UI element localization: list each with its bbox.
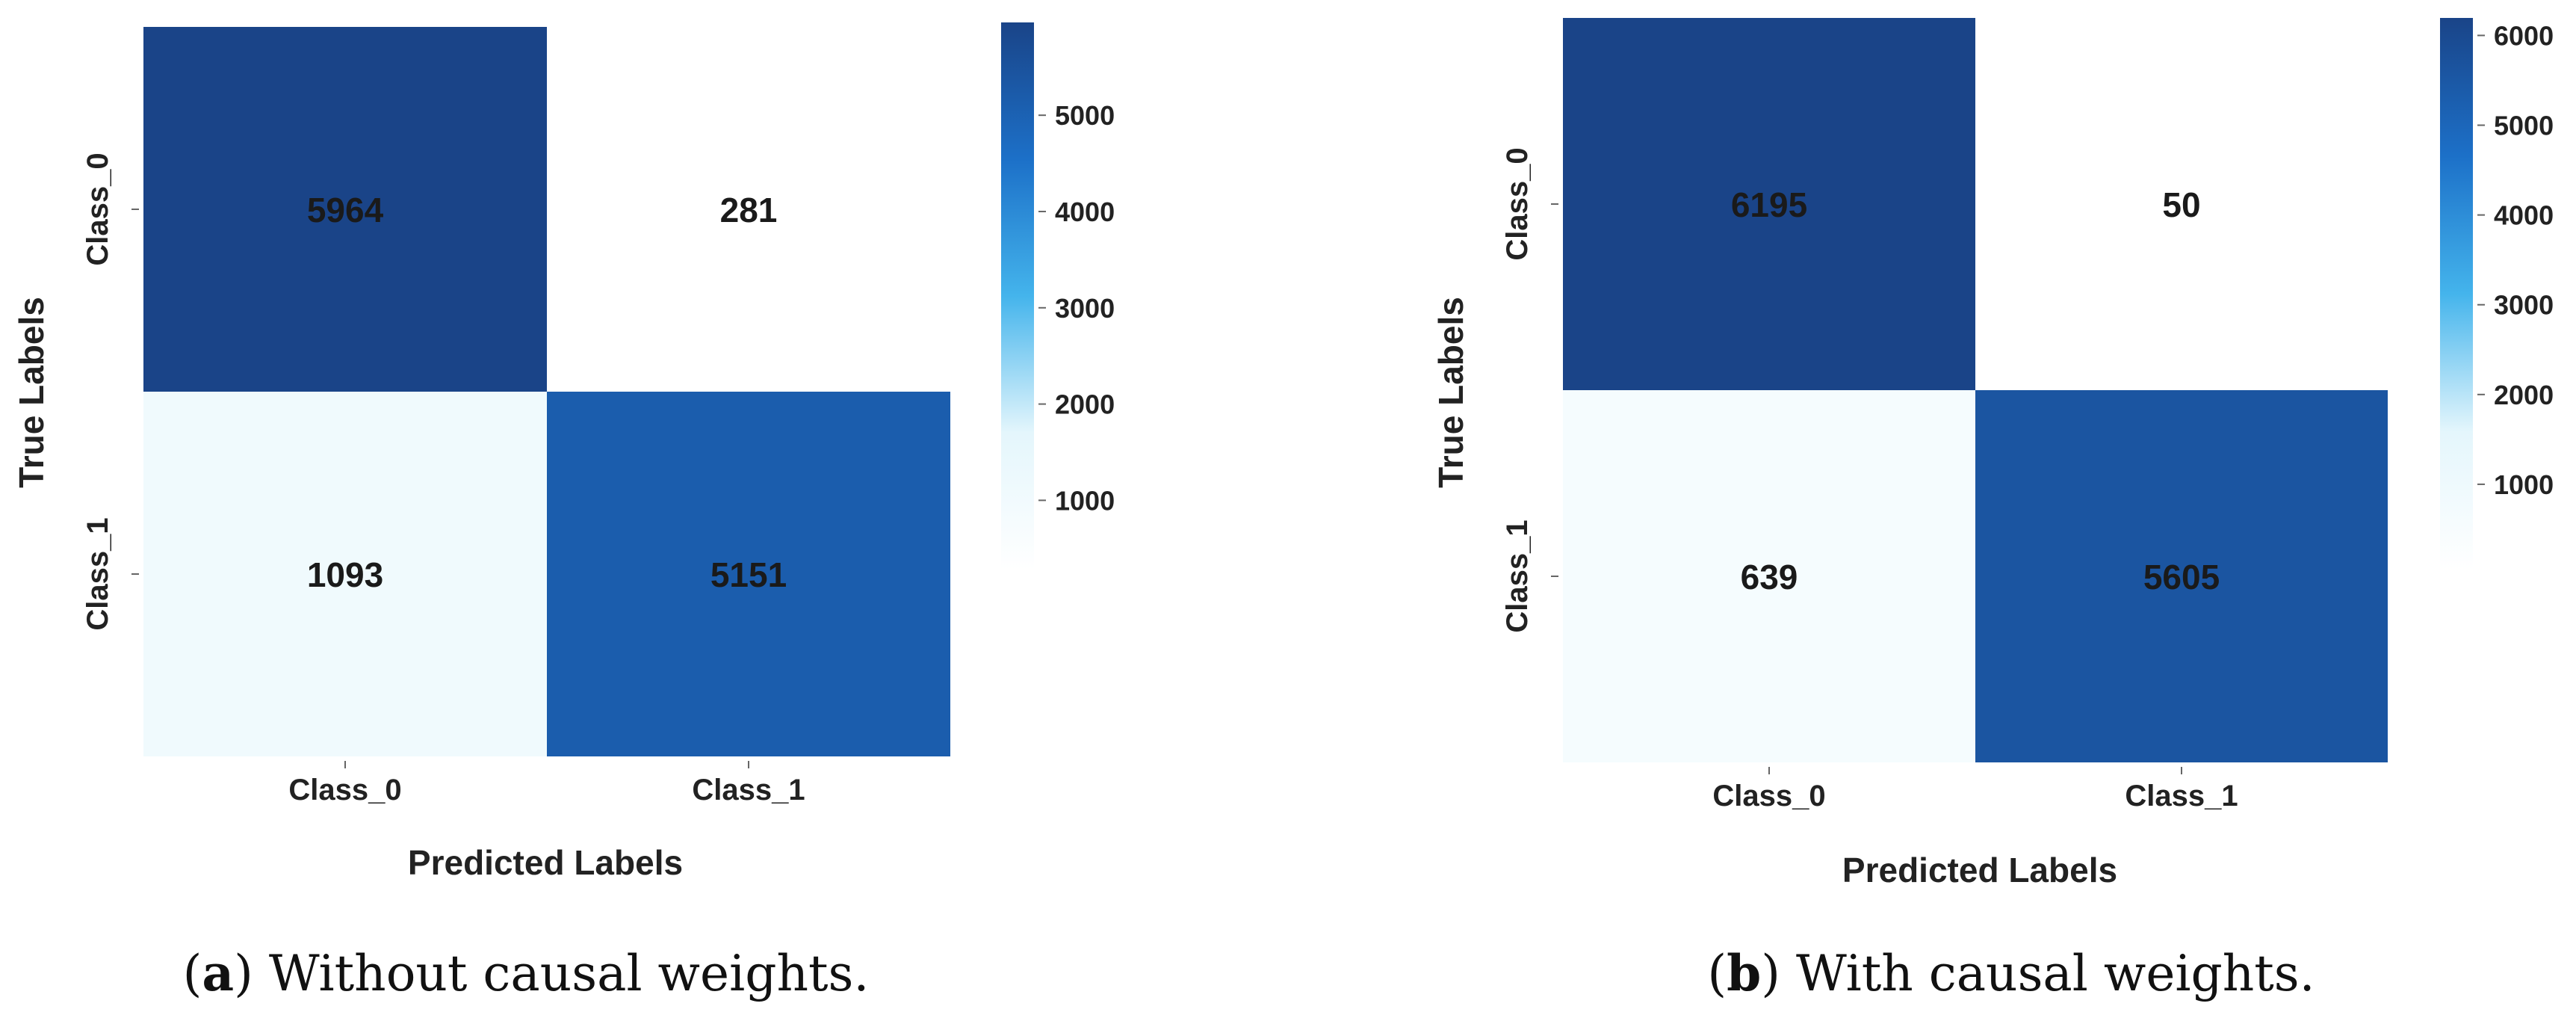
x-axis-label: Predicted Labels — [1842, 851, 2117, 889]
cell-annotations: 5964 281 1093 5151 — [307, 191, 787, 594]
caption-text: With causal weights. — [1796, 945, 2315, 1002]
colorbar-tick-label: 5000 — [1055, 100, 1115, 131]
y-axis-ticks: Class_0 Class_1 — [1501, 147, 1558, 633]
colorbar-ticks: 1000 2000 3000 4000 5000 — [1038, 100, 1115, 516]
y-axis-label: True Labels — [1431, 297, 1470, 488]
y-tick-label: Class_1 — [1501, 519, 1534, 632]
x-axis-ticks: Class_0 Class_1 — [1712, 767, 2238, 812]
figure-caption-a: (a) Without causal weights. — [183, 944, 870, 1002]
cell-value-label: 5151 — [710, 555, 787, 594]
cell-value-label: 639 — [1741, 558, 1798, 596]
heatmap-cells — [143, 27, 950, 756]
x-axis-ticks: Class_0 Class_1 — [288, 761, 805, 807]
heatmap-cell — [1563, 390, 1975, 762]
colorbar-tick-label: 2000 — [2494, 380, 2554, 410]
heatmap-cell — [547, 27, 950, 392]
x-tick-label: Class_1 — [692, 774, 805, 807]
x-tick-label: Class_1 — [2125, 780, 2238, 812]
x-tick-label: Class_0 — [288, 774, 401, 807]
heatmap-cell — [143, 392, 547, 756]
figure-caption-b: (b) With causal weights. — [1707, 944, 2315, 1002]
colorbar-tick-label: 2000 — [1055, 389, 1115, 420]
y-axis-label: True Labels — [12, 297, 51, 488]
cell-value-label: 5964 — [307, 191, 384, 229]
colorbar-tick-label: 6000 — [2494, 20, 2554, 51]
y-axis-ticks: Class_0 Class_1 — [81, 152, 139, 631]
y-tick-label: Class_0 — [81, 152, 114, 265]
x-axis-label: Predicted Labels — [408, 843, 683, 882]
cell-value-label: 6195 — [1731, 185, 1807, 224]
x-tick-label: Class_0 — [1712, 780, 1825, 812]
cell-value-label: 50 — [2162, 185, 2200, 224]
colorbar-tick-label: 5000 — [2494, 111, 2554, 141]
heatmap-cell — [1975, 18, 2388, 390]
colorbar-tick-label: 1000 — [1055, 485, 1115, 516]
heatmap-cell — [143, 27, 547, 392]
cell-value-label: 1093 — [307, 555, 383, 594]
colorbar — [1001, 22, 1034, 570]
colorbar-ticks: 1000 2000 3000 4000 5000 6000 — [2477, 20, 2554, 500]
heatmap-cell — [1975, 390, 2388, 762]
colorbar-tick-label: 1000 — [2494, 469, 2554, 500]
colorbar-tick-label: 3000 — [1055, 293, 1115, 324]
caption-text: Without causal weights. — [269, 945, 869, 1002]
y-tick-label: Class_1 — [81, 517, 114, 630]
y-tick-label: Class_0 — [1501, 147, 1534, 260]
cell-value-label: 5605 — [2143, 558, 2220, 596]
caption-label: b — [1727, 944, 1761, 1002]
colorbar-tick-label: 4000 — [1055, 197, 1115, 227]
caption-label: a — [202, 944, 234, 1002]
cell-value-label: 281 — [720, 191, 778, 229]
colorbar — [2440, 18, 2473, 570]
heatmap-cell — [547, 392, 950, 756]
colorbar-tick-label: 4000 — [2494, 200, 2554, 231]
heatmap-cell — [1563, 18, 1975, 390]
colorbar-tick-label: 3000 — [2494, 290, 2554, 321]
cell-annotations: 6195 50 639 5605 — [1731, 185, 2220, 596]
heatmap-cells — [1563, 18, 2388, 762]
